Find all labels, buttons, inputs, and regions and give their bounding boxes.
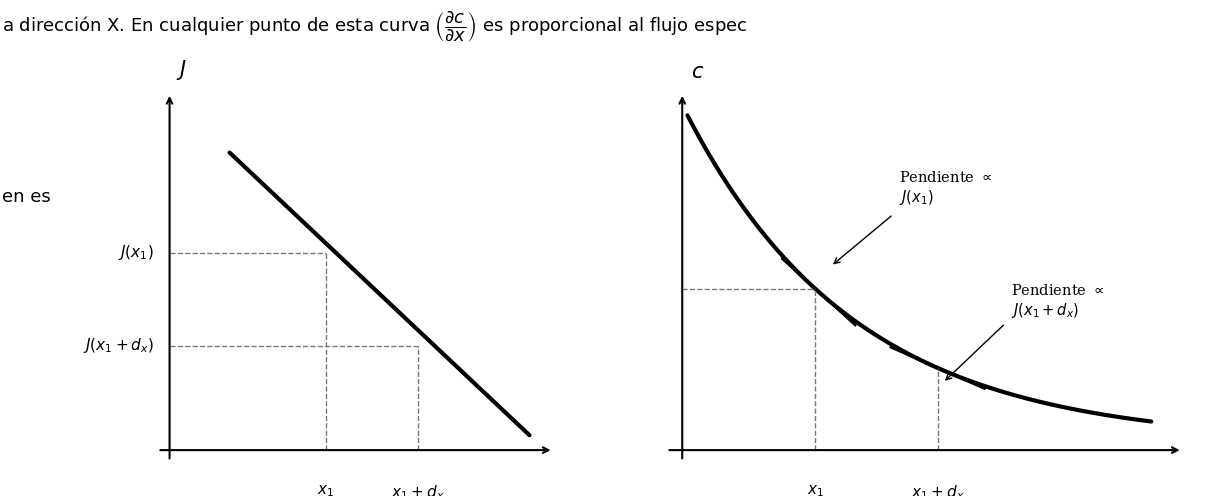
Text: Pendiente $\propto$
$J(x_1)$: Pendiente $\propto$ $J(x_1)$ xyxy=(898,170,991,207)
Text: $J$: $J$ xyxy=(176,58,187,82)
Text: $x_1$: $x_1$ xyxy=(806,484,824,496)
Text: $x_1$: $x_1$ xyxy=(318,484,335,496)
Text: Pendiente $\propto$
$J(x_1 + d_x)$: Pendiente $\propto$ $J(x_1 + d_x)$ xyxy=(1011,283,1103,319)
Text: $J(x_1 + d_x)$: $J(x_1 + d_x)$ xyxy=(82,336,154,356)
Text: $J(x_1)$: $J(x_1)$ xyxy=(118,244,154,262)
Text: $c$: $c$ xyxy=(691,63,704,82)
Text: $x_1 + d_x$: $x_1 + d_x$ xyxy=(911,484,965,496)
Text: a dirección X. En cualquier punto de esta curva $\left(\dfrac{\partial c}{\parti: a dirección X. En cualquier punto de est… xyxy=(2,10,748,45)
Text: en es: en es xyxy=(2,188,51,206)
Text: $x_1 + d_x$: $x_1 + d_x$ xyxy=(390,484,445,496)
